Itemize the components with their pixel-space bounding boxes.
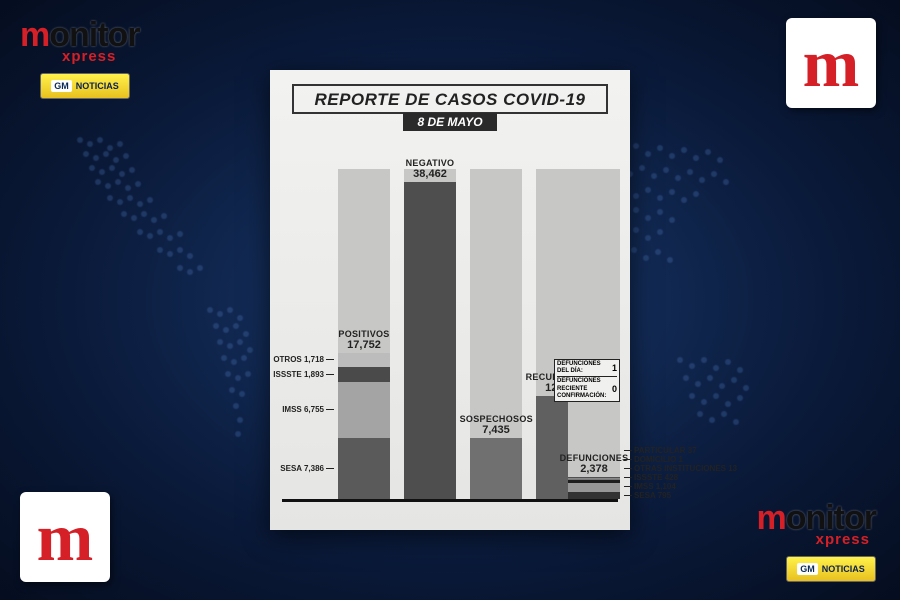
bar-background bbox=[568, 169, 620, 499]
bar-name-label: SOSPECHOSOS bbox=[460, 414, 533, 424]
brand-m: m bbox=[20, 16, 49, 54]
covid-report-card: REPORTE DE CASOS COVID-19 8 DE MAYO POSI… bbox=[270, 70, 630, 530]
brand-xpress: xpress bbox=[816, 531, 870, 548]
bar-segment bbox=[338, 438, 390, 499]
bar-segment bbox=[568, 477, 620, 478]
bar-name-label: POSITIVOS bbox=[328, 329, 401, 339]
brand-wordmark: monitor bbox=[20, 18, 140, 52]
gm-text: GM bbox=[51, 80, 72, 92]
bar-side-label: ISSSTE 1,893 bbox=[273, 370, 338, 379]
bar-side-label: SESA 7,386 bbox=[280, 464, 338, 473]
m-icon: m bbox=[786, 18, 876, 108]
defunciones-row-label: DEFUNCIONES DEL DÍA: bbox=[557, 361, 612, 375]
bar-segment bbox=[470, 438, 522, 499]
defunciones-row-value: 0 bbox=[612, 384, 617, 395]
bar-value-label: 38,462 bbox=[399, 168, 461, 180]
gm-text: GM bbox=[797, 563, 818, 575]
bar-side-label: IMSS 1,104 bbox=[620, 482, 676, 491]
bar-side-label: ISSSTE 428 bbox=[620, 473, 678, 482]
m-icon: m bbox=[20, 492, 110, 582]
bar-value-label: 17,752 bbox=[333, 339, 395, 351]
bar-segment bbox=[568, 478, 620, 479]
bar-segment bbox=[568, 483, 620, 492]
bar-name-label: NEGATIVO bbox=[394, 158, 467, 168]
bar-segment bbox=[338, 367, 390, 383]
bar-value-label: 7,435 bbox=[465, 424, 527, 436]
bar-segment bbox=[568, 479, 620, 480]
defunciones-row: DEFUNCIONES RECIENTE CONFIRMACIÓN:0 bbox=[557, 378, 617, 400]
bar-segment bbox=[568, 492, 620, 499]
bar-side-label: DOMICILIO 1 bbox=[620, 455, 683, 464]
card-title: REPORTE DE CASOS COVID-19 bbox=[300, 90, 600, 110]
chart-floor bbox=[282, 499, 618, 502]
defunciones-summary-box: DEFUNCIONES DEL DÍA:1DEFUNCIONES RECIENT… bbox=[554, 359, 620, 402]
brand-wordmark: monitor bbox=[756, 501, 876, 535]
gm-noticias-badge: GM NOTICIAS bbox=[40, 73, 130, 99]
card-date: 8 DE MAYO bbox=[403, 113, 496, 131]
card-title-box: REPORTE DE CASOS COVID-19 bbox=[292, 84, 608, 114]
chart-area: POSITIVOS17,752SESA 7,386IMSS 6,755ISSST… bbox=[282, 137, 618, 520]
bar-side-label: SESA 795 bbox=[620, 491, 671, 500]
gm-noticias-badge: GM NOTICIAS bbox=[786, 556, 876, 582]
defunciones-row-value: 1 bbox=[612, 363, 617, 374]
noticias-text: NOTICIAS bbox=[76, 81, 119, 91]
bar-value-label: 2,378 bbox=[563, 463, 625, 475]
defunciones-row: DEFUNCIONES DEL DÍA:1 bbox=[557, 361, 617, 375]
brand-icon-top-right: m bbox=[786, 18, 876, 108]
bar-segment bbox=[338, 353, 390, 367]
bar-side-label: IMSS 6,755 bbox=[282, 405, 338, 414]
bar-segment bbox=[568, 480, 620, 484]
brand-logo-top-left: monitor xpress GM NOTICIAS bbox=[20, 18, 140, 99]
noticias-text: NOTICIAS bbox=[822, 564, 865, 574]
bar-side-label: OTROS 1,718 bbox=[273, 355, 338, 364]
bar-segment bbox=[338, 382, 390, 438]
defunciones-row-label: DEFUNCIONES RECIENTE CONFIRMACIÓN: bbox=[557, 378, 612, 400]
bar-side-label: OTRAS INSTITUCIONES 13 bbox=[620, 464, 737, 473]
bar-segment bbox=[404, 182, 456, 499]
brand-m: m bbox=[756, 499, 785, 537]
brand-xpress: xpress bbox=[62, 48, 116, 65]
bar-side-label: PARTICULAR 37 bbox=[620, 446, 697, 455]
brand-logo-bottom-right: monitor xpress GM NOTICIAS bbox=[756, 501, 876, 582]
brand-icon-bottom-left: m bbox=[20, 492, 110, 582]
